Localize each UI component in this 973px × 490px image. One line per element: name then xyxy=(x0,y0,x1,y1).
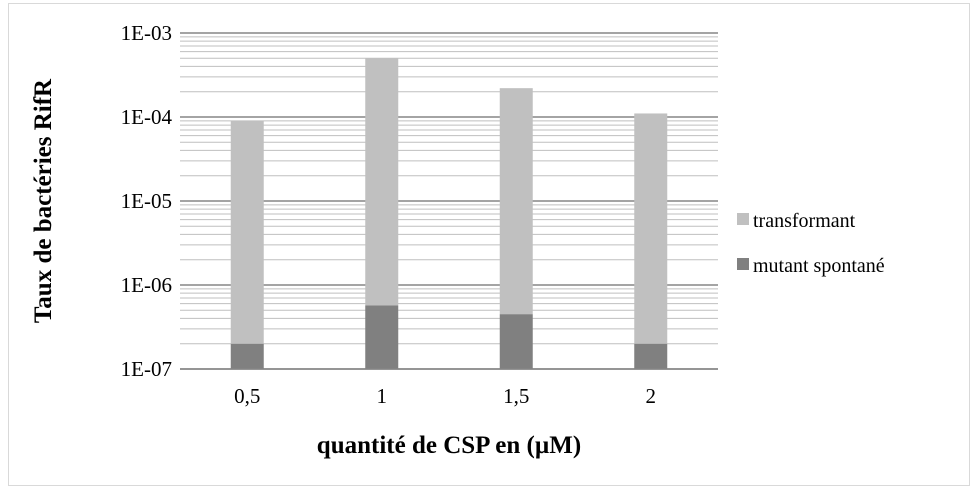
legend-label-mutant-spontane: mutant spontané xyxy=(753,255,885,277)
bar-transformant xyxy=(230,120,264,344)
bar-mutant-spontane xyxy=(499,314,533,369)
y-tick-label: 1E-06 xyxy=(121,273,172,297)
x-axis-title: quantité de CSP en (µM) xyxy=(317,432,581,459)
bar-mutant-spontane xyxy=(634,343,668,369)
bar-transformant xyxy=(634,113,668,344)
bar-transformant xyxy=(365,58,399,306)
y-tick-label: 1E-03 xyxy=(121,21,172,45)
x-tick-labels: 0,5 1 1,5 2 xyxy=(234,384,656,408)
y-tick-label: 1E-04 xyxy=(121,105,173,129)
bar-mutant-spontane xyxy=(230,343,264,369)
y-axis-title: Taux de bactéries RifR xyxy=(30,78,57,323)
y-tick-labels: 1E-07 1E-06 1E-05 1E-04 1E-03 xyxy=(121,21,173,381)
bars xyxy=(230,58,668,369)
y-tick-label: 1E-07 xyxy=(121,357,172,381)
bar-transformant xyxy=(499,88,533,315)
bar-mutant-spontane xyxy=(365,305,399,369)
x-tick-label: 1 xyxy=(377,384,388,408)
x-tick-label: 1,5 xyxy=(503,384,529,408)
grid-lines xyxy=(180,32,718,370)
legend-swatch-transformant xyxy=(737,213,749,225)
legend-swatch-mutant-spontane xyxy=(737,258,749,270)
chart-frame xyxy=(8,3,970,486)
y-tick-label: 1E-05 xyxy=(121,189,172,213)
x-tick-label: 0,5 xyxy=(234,384,260,408)
legend-label-transformant: transformant xyxy=(753,210,856,232)
x-tick-label: 2 xyxy=(646,384,657,408)
legend: transformant mutant spontané xyxy=(737,210,885,277)
